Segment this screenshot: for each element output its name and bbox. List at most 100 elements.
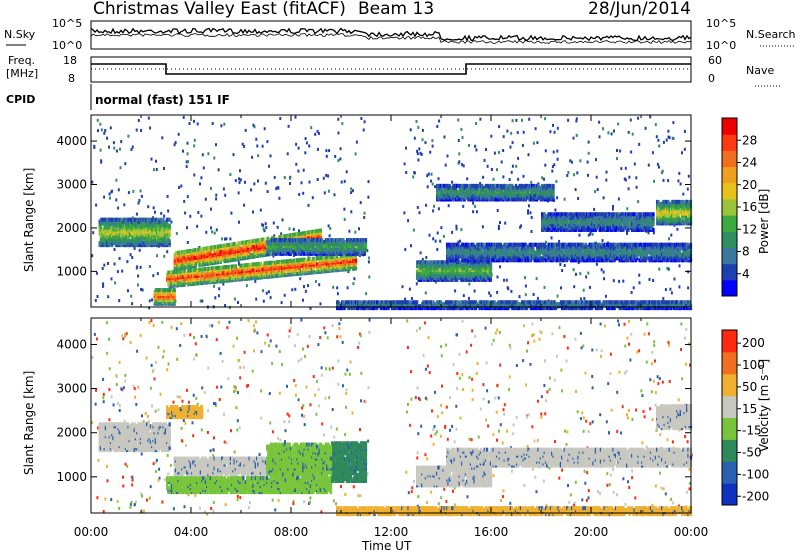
echo-cell — [143, 217, 146, 222]
echo-cell — [109, 233, 113, 238]
scatter-cell — [264, 181, 267, 185]
echo-cell — [109, 227, 113, 232]
scatter-cell — [265, 226, 268, 230]
echo-cell — [259, 261, 262, 266]
scatter-cell — [551, 169, 554, 173]
scatter-cell — [117, 206, 120, 210]
echo-cell — [313, 270, 316, 275]
scatter-cell — [148, 299, 151, 303]
scatter-cell — [662, 178, 665, 182]
scatter-cell — [97, 129, 99, 133]
echo-cell — [207, 257, 210, 262]
scatter-cell — [261, 144, 264, 148]
echo-cell — [102, 217, 105, 222]
scatter-cell — [425, 255, 428, 259]
scatter-cell — [294, 115, 297, 119]
cpid-text: normal (fast) 151 IF — [95, 93, 230, 107]
echo-cell — [319, 228, 322, 233]
scatter-cell — [434, 280, 437, 284]
scatter-cell — [426, 185, 429, 189]
echo-cell — [139, 235, 143, 240]
echo-cell — [168, 229, 171, 234]
echo-cell — [202, 260, 205, 265]
echo-cell — [123, 227, 126, 232]
scatter-cell — [363, 216, 366, 219]
echo-cell — [241, 246, 244, 251]
echo-cell — [123, 217, 126, 222]
scatter-cell — [193, 138, 196, 142]
scatter-cell — [644, 126, 647, 130]
echo-cell — [212, 253, 215, 258]
echo-cell — [122, 229, 125, 234]
scatter-cell — [92, 231, 95, 235]
scatter-cell — [472, 201, 475, 205]
scatter-cell — [180, 184, 183, 188]
echo-cell — [212, 245, 215, 250]
scatter-cell — [114, 281, 117, 285]
echo-cell — [489, 262, 493, 267]
echo-cell — [158, 243, 161, 248]
scatter-cell — [475, 210, 478, 214]
echo-cell — [153, 217, 156, 222]
scatter-cell — [149, 126, 152, 130]
scatter-cell — [337, 117, 340, 121]
scatter-cell — [308, 144, 311, 148]
freq-tick-high: 18 — [63, 54, 77, 67]
scatter-cell — [543, 177, 545, 181]
scatter-cell — [671, 136, 674, 140]
scatter-cell — [686, 187, 689, 191]
echo-cell — [98, 219, 101, 224]
scatter-cell — [269, 154, 272, 158]
scatter-cell — [481, 225, 484, 229]
scatter-cell — [583, 297, 586, 300]
echo-cell — [218, 265, 221, 270]
scatter-cell — [461, 136, 464, 140]
echo-cell — [162, 227, 165, 232]
scatter-cell — [520, 224, 523, 228]
scatter-cell — [341, 122, 344, 126]
echo-cell — [201, 249, 204, 254]
scatter-cell — [182, 115, 185, 119]
scatter-cell — [101, 267, 104, 270]
scatter-cell — [499, 265, 502, 269]
scatter-cell — [275, 187, 278, 191]
scatter-cell — [417, 125, 420, 129]
scatter-cell — [253, 182, 256, 186]
echo-cell — [224, 243, 227, 248]
echo-cell — [243, 240, 246, 245]
cpid-label: CPID — [6, 93, 35, 106]
scatter-cell — [529, 211, 532, 215]
echo-cell — [237, 255, 240, 260]
echo-cell — [117, 235, 120, 240]
echo-cell — [131, 235, 134, 240]
scatter-cell — [139, 265, 142, 269]
echo-cell — [253, 254, 256, 259]
echo-cell — [102, 227, 105, 232]
echo-cell — [228, 242, 231, 247]
echo-cell — [124, 217, 128, 222]
echo-cell — [239, 248, 242, 253]
scatter-cell — [687, 286, 690, 290]
scatter-cell — [163, 167, 165, 170]
scatter-cell — [467, 143, 470, 147]
scatter-cell — [600, 268, 603, 272]
scatter-cell — [215, 197, 218, 201]
scatter-cell — [587, 173, 589, 177]
scatter-cell — [554, 208, 557, 212]
echo-cell — [174, 259, 178, 263]
scatter-cell — [455, 227, 458, 231]
echo-cell — [218, 252, 221, 257]
scatter-cell — [662, 297, 665, 301]
echo-cell — [108, 237, 111, 242]
echo-cell — [234, 264, 237, 269]
echo-cell — [228, 248, 231, 253]
scatter-cell — [459, 239, 462, 243]
echo-cell — [289, 258, 292, 263]
scatter-cell — [259, 208, 262, 212]
scatter-cell — [221, 237, 224, 241]
scatter-cell — [589, 285, 591, 289]
scatter-cell — [263, 127, 266, 131]
scatter-cell — [136, 265, 139, 269]
scatter-cell — [489, 294, 492, 298]
